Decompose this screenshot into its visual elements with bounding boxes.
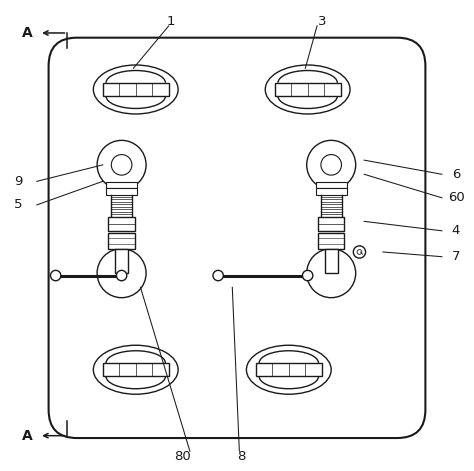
Text: 7: 7 xyxy=(452,250,460,263)
Bar xyxy=(115,249,128,273)
Circle shape xyxy=(302,270,313,281)
Bar xyxy=(106,188,137,195)
Bar xyxy=(106,182,137,188)
FancyBboxPatch shape xyxy=(49,38,425,438)
Text: 3: 3 xyxy=(318,15,326,28)
Circle shape xyxy=(117,270,127,281)
Text: 4: 4 xyxy=(452,224,460,237)
Text: 5: 5 xyxy=(14,198,22,211)
Text: 6: 6 xyxy=(452,168,460,181)
Bar xyxy=(318,233,345,249)
Text: 9: 9 xyxy=(14,175,22,188)
Text: A: A xyxy=(22,429,33,443)
Circle shape xyxy=(213,270,223,281)
Circle shape xyxy=(51,270,61,281)
Bar xyxy=(103,83,169,96)
Bar xyxy=(109,233,135,249)
Bar xyxy=(103,363,169,376)
Circle shape xyxy=(97,140,146,189)
Text: 1: 1 xyxy=(167,15,175,28)
Text: 80: 80 xyxy=(174,450,191,463)
Bar xyxy=(316,188,346,195)
Bar xyxy=(275,83,340,96)
Bar xyxy=(256,363,322,376)
Bar xyxy=(318,217,345,231)
Text: 60: 60 xyxy=(447,191,465,204)
Circle shape xyxy=(321,154,341,175)
Bar xyxy=(316,182,346,188)
Text: 8: 8 xyxy=(237,450,246,463)
Circle shape xyxy=(353,246,365,258)
Circle shape xyxy=(307,249,356,298)
Bar xyxy=(109,217,135,231)
Bar xyxy=(325,249,338,273)
Circle shape xyxy=(307,140,356,189)
Text: A: A xyxy=(22,26,33,40)
Circle shape xyxy=(111,154,132,175)
Circle shape xyxy=(97,249,146,298)
